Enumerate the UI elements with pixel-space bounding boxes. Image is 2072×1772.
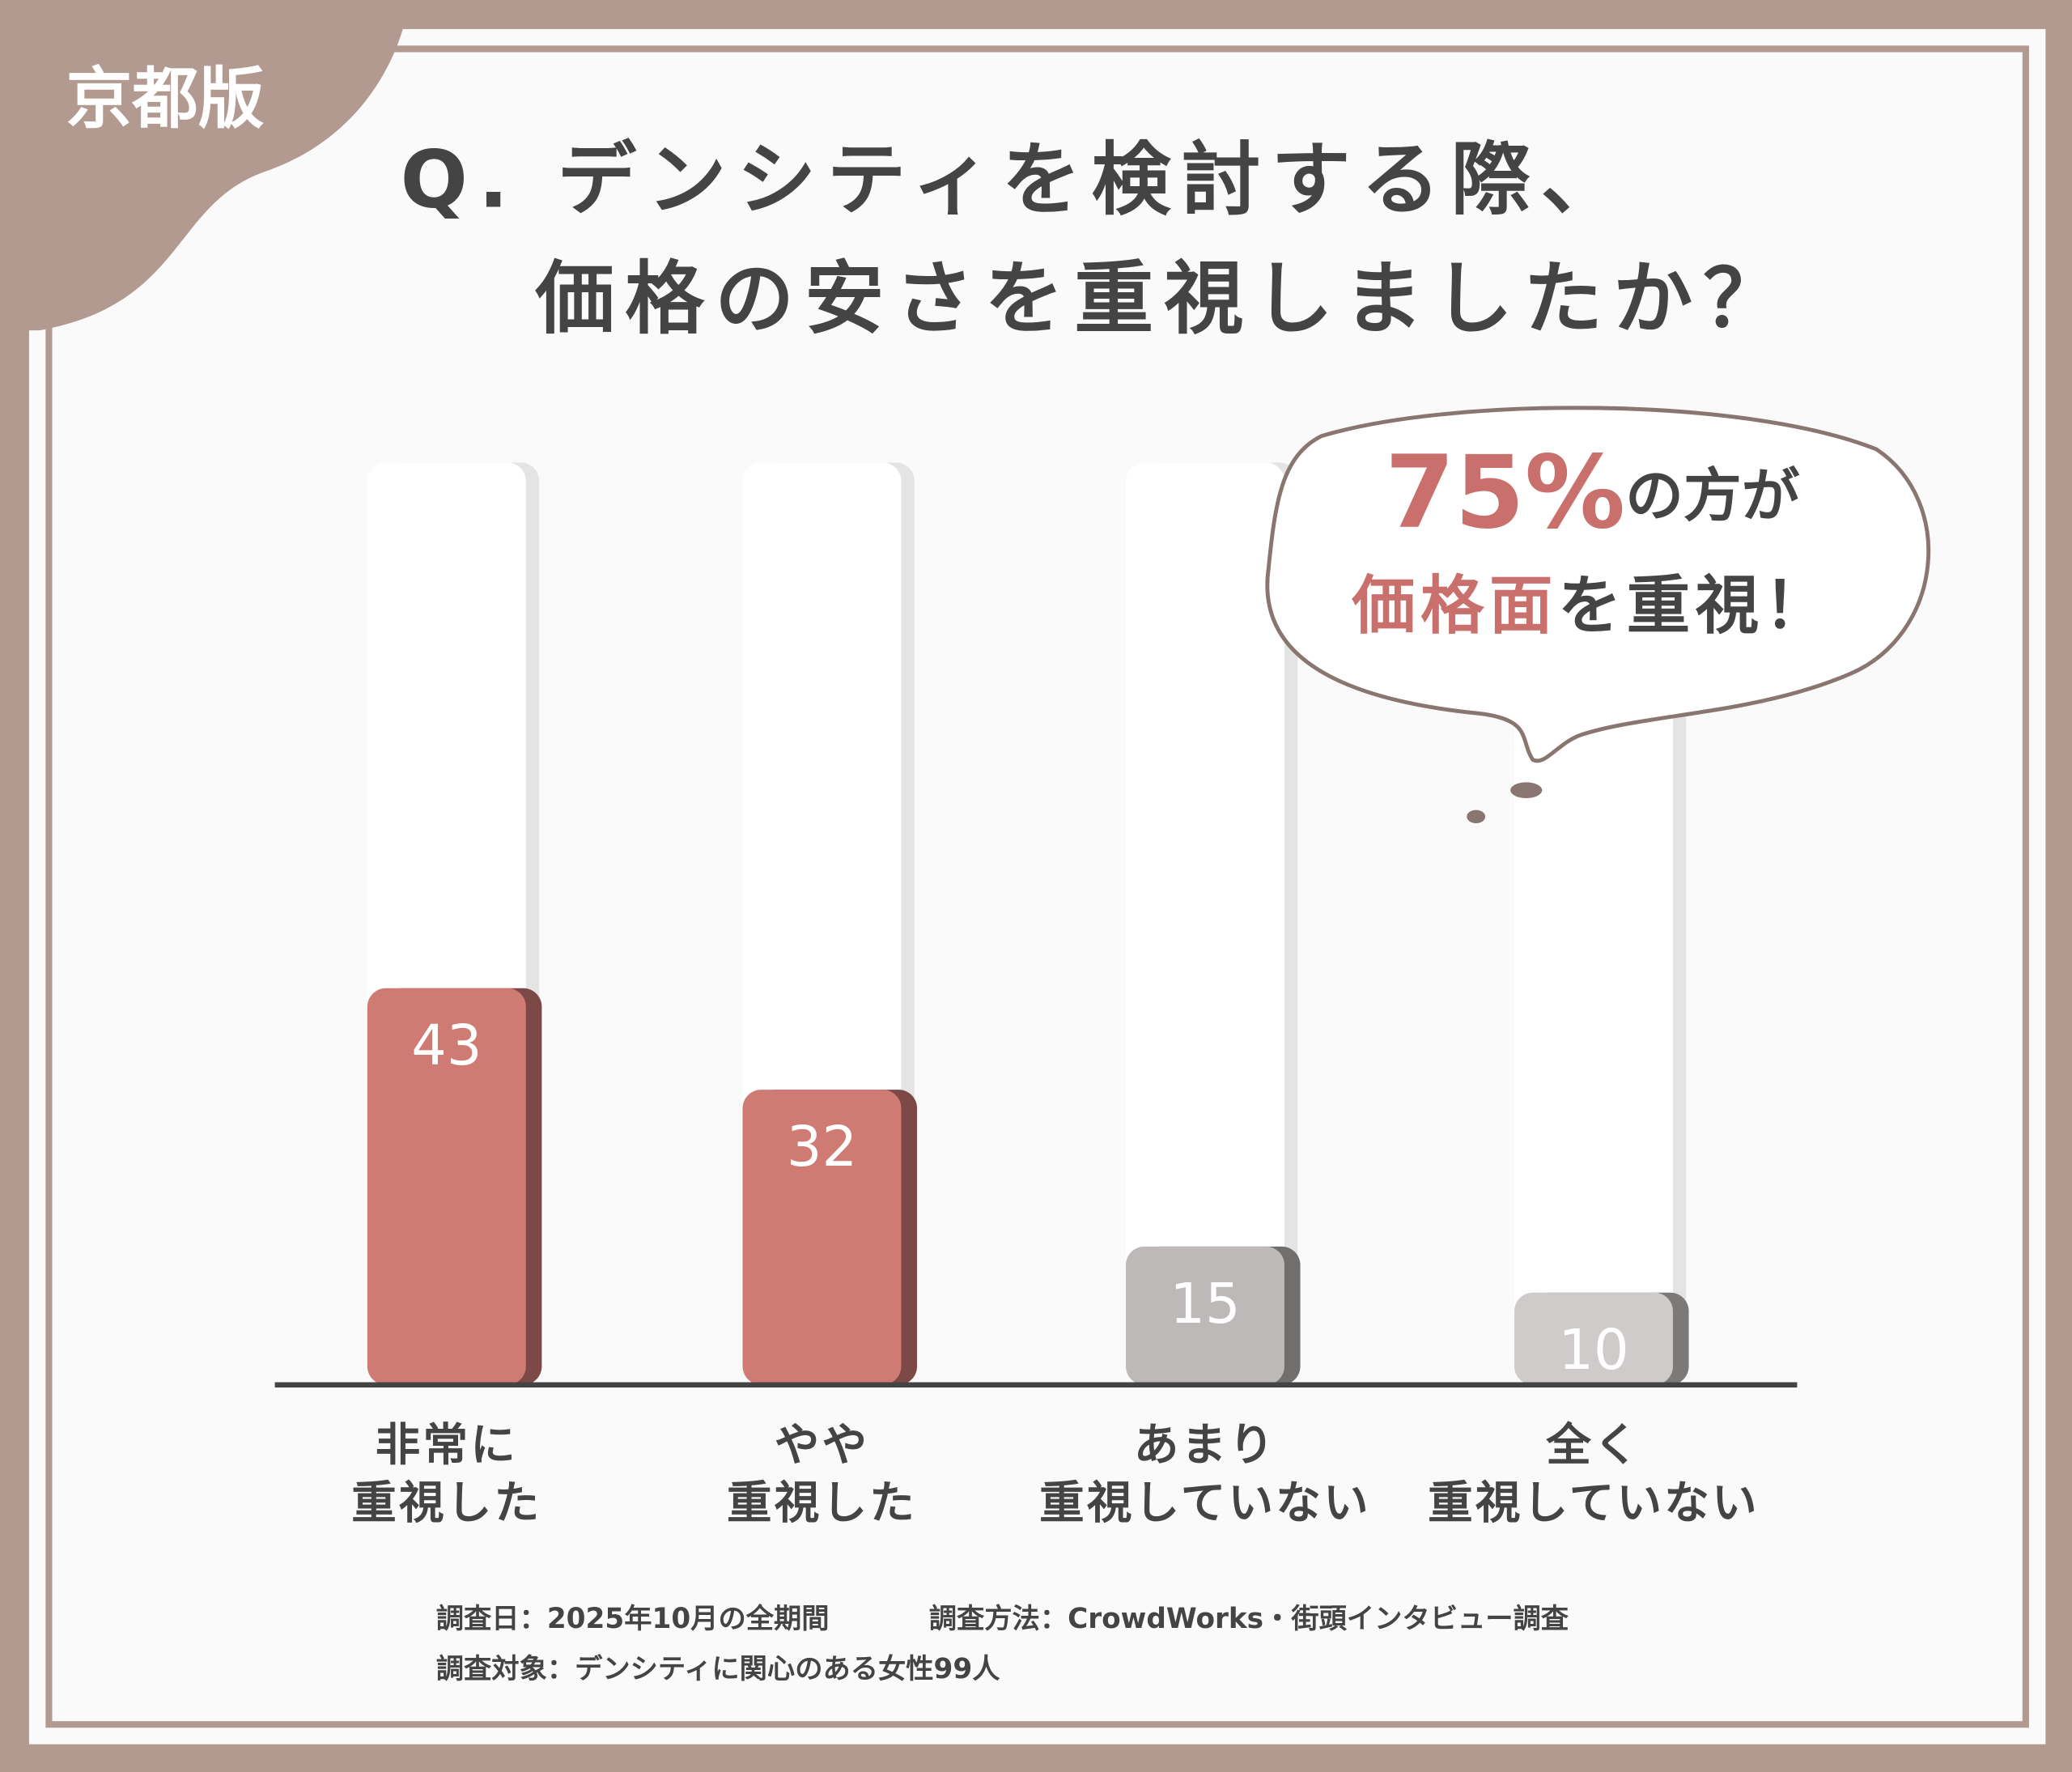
footnote: 調査日：2025年10月の全期間 [436,1603,830,1635]
bar [1126,1246,1284,1385]
bar-track [1126,462,1284,1385]
badge-shape [0,0,410,331]
bar [367,988,526,1385]
bubble-dot [1510,782,1543,798]
x-tick-label: 非常に 重視した [351,1419,542,1531]
badge: 京都版 [66,61,265,138]
callout-percent: 75% [1385,435,1625,551]
value-label: 15 [1170,1272,1240,1336]
value-label: 43 [411,1013,482,1078]
callout-bubble [1265,406,1931,763]
value-label: 10 [1558,1318,1628,1383]
callout-text: の方が [1625,461,1800,529]
value-label: 32 [787,1115,857,1179]
frame [45,45,2029,1728]
callout-line: 75%の方が [1385,435,1800,551]
title-line: Q. デンシティを検討する際、 [401,134,1631,226]
bar [1514,1292,1673,1385]
title-line: 価格の安さを重視しましたか？ [534,253,1793,345]
x-tick-label: やや 重視した [726,1419,918,1531]
x-tick-label: 全く 重視していない [1428,1419,1760,1531]
callout-highlight: 価格面 [1351,570,1558,644]
footnote: 調査対象：デンシティに関心のある女性99人 [436,1653,1000,1685]
callout-text: を重視！ [1558,570,1833,644]
x-tick-label: あまり 重視していない [1039,1419,1371,1531]
bubble-dot [1467,810,1486,823]
panel [28,28,2046,1744]
bar [742,1090,902,1385]
footnote: 調査方法：CrowdWorks・街頭インタビュー調査 [929,1603,1569,1635]
callout-line: 価格面を重視！ [1351,570,1832,644]
